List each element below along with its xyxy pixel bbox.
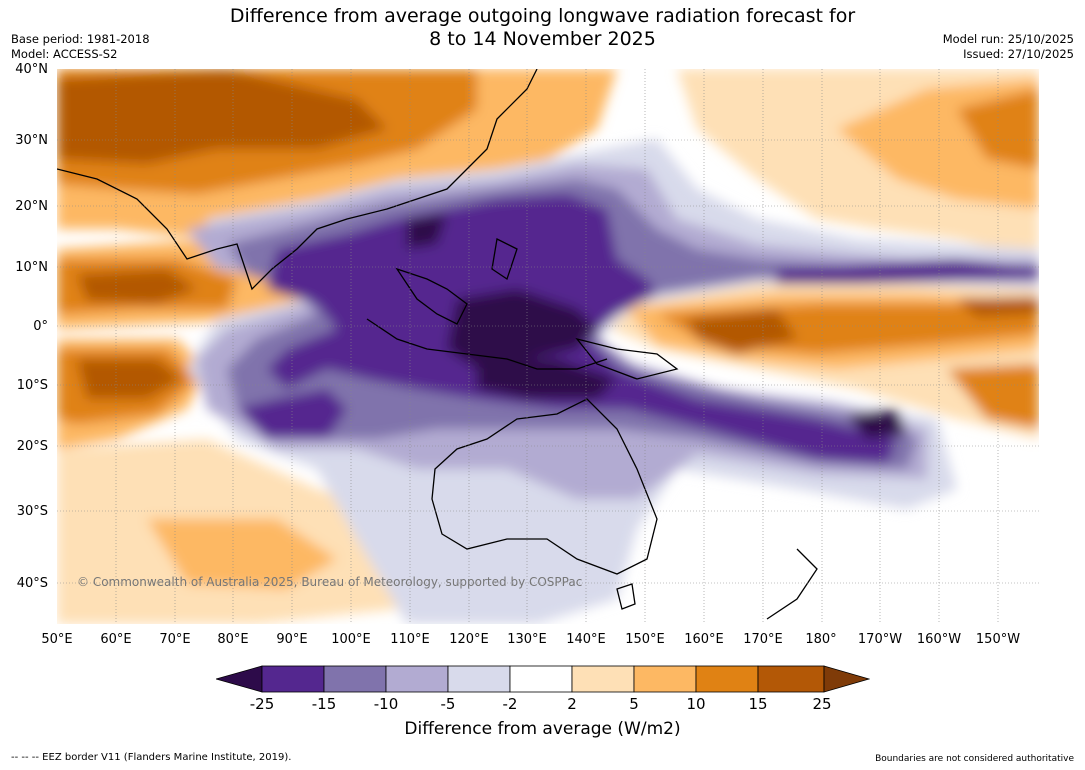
lon-label: 160°W [916, 632, 962, 647]
model-name: Model: ACCESS-S2 [11, 47, 118, 61]
lon-label: 170°W [857, 632, 903, 647]
lon-label: 80°E [217, 632, 249, 647]
lon-label: 70°E [159, 632, 191, 647]
title-line-1: Difference from average outgoing longwav… [229, 5, 856, 27]
lon-label: 50°E [41, 632, 73, 647]
colorbar-cell [757, 665, 825, 693]
lon-label: 150°E [625, 632, 665, 647]
eez-border-note: -- -- -- EEZ border V11 (Flanders Marine… [11, 752, 292, 763]
base-period: Base period: 1981-2018 [11, 32, 150, 46]
colorbar-cell [633, 665, 697, 693]
colorbar-cell [261, 665, 325, 693]
colorbar-tick: 5 [629, 695, 639, 713]
lat-label: 0° [33, 319, 48, 334]
lat-label: 40°N [15, 62, 48, 77]
colorbar-tick: 10 [686, 695, 706, 713]
lat-label: 10°N [15, 260, 48, 275]
colorbar-tick: 15 [748, 695, 768, 713]
olr-anomaly-map: © Commonwealth of Australia 2025, Bureau… [57, 69, 1039, 624]
colorbar-tick: 2 [567, 695, 577, 713]
lat-label: 40°S [16, 576, 48, 591]
colorbar-cell [323, 665, 387, 693]
anomaly-field [57, 69, 1039, 624]
colorbar-tick: -2 [502, 695, 518, 713]
colorbar-cell [447, 665, 511, 693]
model-run: Model run: 25/10/2025 [942, 32, 1074, 46]
lon-label: 150°W [975, 632, 1021, 647]
lon-label: 180° [805, 632, 837, 647]
lon-label: 90°E [276, 632, 308, 647]
lon-label: 160°E [684, 632, 724, 647]
lon-label: 140°E [566, 632, 606, 647]
lon-label: 120°E [449, 632, 489, 647]
map-title: Difference from average outgoing longwav… [0, 5, 1085, 51]
copyright-text: © Commonwealth of Australia 2025, Bureau… [77, 575, 582, 589]
issued-date: Issued: 27/10/2025 [963, 47, 1074, 61]
lon-label: 170°E [743, 632, 783, 647]
lat-label: 20°N [15, 199, 48, 214]
lat-label: 30°N [15, 133, 48, 148]
lat-label: 10°S [16, 378, 48, 393]
colorbar-tick: -15 [311, 695, 337, 713]
colorbar-cell [385, 665, 449, 693]
meta-right: Model run: 25/10/2025 Issued: 27/10/2025 [943, 32, 1074, 62]
lat-label: 20°S [16, 439, 48, 454]
colorbar [216, 665, 870, 693]
boundaries-disclaimer: Boundaries are not considered authoritat… [875, 754, 1074, 764]
colorbar-title: Difference from average (W/m2) [404, 719, 681, 739]
graticule [57, 69, 1039, 624]
lon-label: 130°E [507, 632, 547, 647]
lat-label: 30°S [16, 504, 48, 519]
coastlines [57, 69, 818, 620]
colorbar-tick: 25 [812, 695, 832, 713]
colorbar-cell [571, 665, 635, 693]
lon-label: 110°E [390, 632, 430, 647]
colorbar-tick: -5 [440, 695, 456, 713]
colorbar-cell [823, 665, 870, 693]
colorbar-cell [509, 665, 573, 693]
lon-label: 60°E [100, 632, 132, 647]
title-line-2: 8 to 14 November 2025 [429, 28, 656, 50]
lon-label: 100°E [331, 632, 371, 647]
colorbar-cell [695, 665, 759, 693]
colorbar-tick: -10 [373, 695, 399, 713]
colorbar-cell [216, 665, 263, 693]
meta-left: Base period: 1981-2018 Model: ACCESS-S2 [11, 32, 150, 62]
colorbar-tick: -25 [249, 695, 275, 713]
